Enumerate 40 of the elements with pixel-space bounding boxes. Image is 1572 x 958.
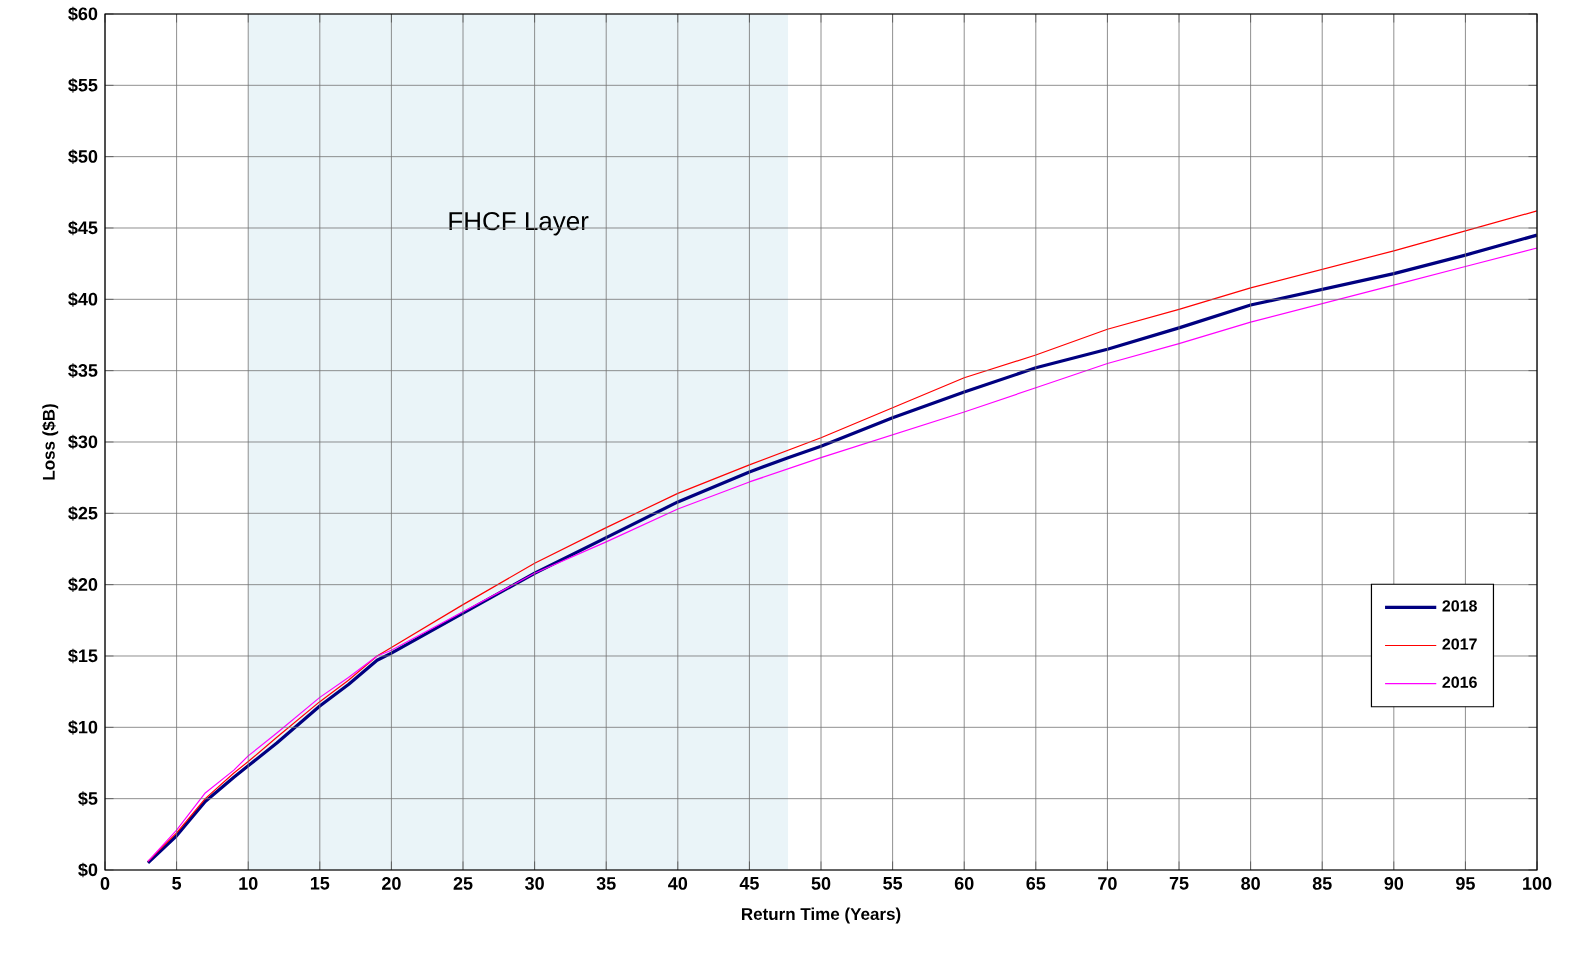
legend-label: 2018: [1442, 600, 1477, 612]
x-tick-label: 75: [1169, 877, 1189, 890]
y-axis-title: Loss ($B): [42, 404, 59, 480]
y-tick-label: $0: [78, 862, 98, 878]
y-tick-label: $40: [68, 291, 98, 307]
x-tick-label: 15: [310, 877, 330, 890]
x-tick-label: 95: [1456, 877, 1475, 890]
y-tick-label: $50: [68, 149, 98, 165]
x-tick-label: 65: [1026, 877, 1046, 890]
x-tick-label: 30: [525, 877, 544, 890]
band-label: FHCF Layer: [449, 211, 589, 236]
y-tick-label: $30: [68, 434, 98, 450]
x-tick-label: 25: [453, 877, 473, 890]
x-tick-label: 50: [811, 877, 831, 890]
x-tick-label: 0: [100, 877, 110, 890]
legend-label: 2017: [1442, 638, 1477, 650]
x-axis-title: Return Time (Years): [741, 907, 901, 924]
x-tick-label: 70: [1098, 877, 1117, 890]
y-tick-label: $20: [68, 577, 98, 593]
y-tick-label: $55: [68, 77, 98, 93]
x-tick-label: 60: [954, 877, 974, 890]
y-tick-label: $5: [78, 791, 98, 807]
y-tick-label: $25: [68, 505, 98, 521]
y-tick-label: $10: [68, 719, 98, 735]
x-tick-label: 20: [382, 877, 401, 890]
x-tick-label: 55: [883, 877, 903, 890]
y-tick-label: $15: [68, 648, 98, 664]
x-tick-label: 80: [1241, 877, 1260, 890]
y-tick-label: $35: [68, 363, 98, 379]
x-tick-label: 35: [596, 877, 616, 890]
y-tick-label: $60: [68, 6, 98, 22]
x-tick-label: 100: [1523, 877, 1552, 890]
x-tick-label: 90: [1384, 877, 1404, 890]
y-tick-label: $45: [68, 220, 98, 236]
x-tick-label: 5: [172, 877, 182, 890]
x-tick-label: 10: [239, 877, 258, 890]
x-tick-label: 45: [739, 877, 759, 890]
x-tick-label: 85: [1312, 877, 1332, 890]
x-tick-label: 40: [668, 877, 688, 890]
legend-label: 2016: [1442, 676, 1477, 688]
